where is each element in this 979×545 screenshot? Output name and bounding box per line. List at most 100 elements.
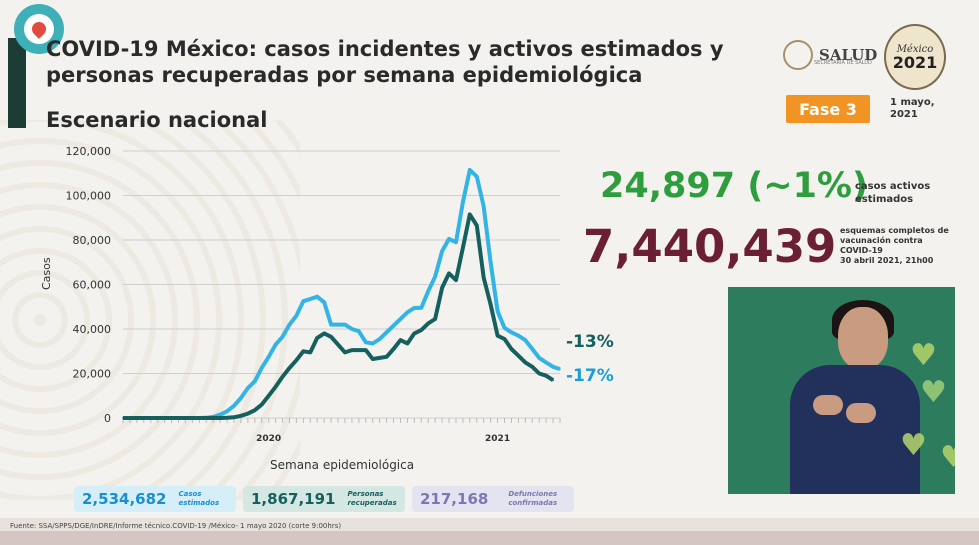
data-point — [281, 376, 284, 378]
heart-icon: ♥ — [920, 375, 947, 410]
data-point — [219, 413, 221, 416]
y-tick-label: 80,000 — [73, 234, 112, 247]
periscope-logo-icon[interactable] — [14, 4, 64, 54]
data-point — [337, 323, 339, 326]
stat-card-defunciones: 217,168 Defunciones confirmadas — [412, 486, 574, 512]
y-tick-label: 0 — [104, 412, 111, 425]
data-point — [524, 339, 527, 341]
data-point — [496, 334, 499, 337]
footer-bar — [0, 518, 979, 545]
data-point — [247, 387, 249, 389]
data-point — [295, 359, 298, 361]
data-point — [309, 351, 312, 354]
x-year-label: 2020 — [256, 434, 281, 444]
data-point — [247, 412, 249, 415]
x-axis-label: Semana epidemiológica — [270, 458, 415, 472]
background-watermark — [0, 120, 300, 500]
data-point — [545, 374, 547, 377]
data-point — [316, 337, 319, 339]
interpreter-head — [838, 307, 888, 369]
data-point — [302, 350, 305, 353]
data-point — [385, 331, 388, 334]
data-point — [531, 348, 534, 350]
data-point — [371, 342, 374, 345]
data-point — [448, 272, 450, 275]
data-point — [288, 323, 291, 326]
mexico-2021-logo-year: 2021 — [892, 52, 938, 72]
data-point — [129, 417, 131, 419]
data-point — [344, 323, 346, 326]
data-point — [413, 307, 416, 309]
data-point — [455, 279, 457, 281]
y-tick-label: 60,000 — [73, 279, 112, 292]
data-point — [545, 361, 547, 364]
data-point — [358, 349, 360, 351]
data-point — [281, 335, 284, 338]
data-point — [434, 318, 436, 320]
data-point — [267, 394, 270, 397]
data-point — [552, 379, 554, 381]
data-point — [351, 349, 353, 351]
data-point — [177, 417, 180, 419]
data-point — [330, 335, 332, 338]
data-point — [260, 367, 263, 369]
data-point — [434, 275, 436, 278]
data-point — [392, 348, 395, 350]
heart-icon: ♥ — [900, 428, 927, 463]
mexico-2021-logo: México 2021 — [884, 24, 946, 90]
data-point — [482, 277, 485, 279]
data-point — [399, 339, 402, 341]
data-point — [337, 343, 339, 346]
data-point — [260, 403, 263, 406]
data-point — [503, 327, 506, 329]
data-point — [420, 329, 423, 331]
data-point — [420, 307, 423, 309]
data-point — [406, 342, 409, 345]
sign-language-video: ♥ ♥ ♥ ♥ — [728, 287, 955, 494]
data-point — [226, 416, 228, 419]
data-point — [219, 417, 221, 419]
data-point — [496, 310, 499, 312]
data-point — [274, 343, 277, 346]
data-point — [163, 417, 166, 419]
data-point — [191, 417, 194, 419]
data-point — [323, 332, 325, 335]
stat-card-recuperadas: 1,867,191 Personas recuperadas — [243, 486, 405, 512]
data-point — [475, 175, 478, 178]
data-point — [413, 332, 416, 335]
vaccination-label: esquemas completos de vacunación contra … — [840, 226, 950, 266]
footer-source: Fuente: SSA/SPPS/DGE/InDRE/Informe técni… — [10, 522, 342, 530]
data-point — [462, 201, 464, 203]
data-point — [517, 334, 520, 337]
data-point — [253, 380, 256, 383]
y-axis-label: Casos — [40, 257, 53, 290]
data-point — [122, 417, 124, 419]
data-point — [295, 314, 298, 317]
salud-logo: SALUD — [783, 40, 877, 70]
data-point — [274, 386, 277, 388]
data-point — [233, 404, 235, 407]
x-year-label: 2021 — [485, 434, 510, 444]
stat-defunciones-label: Defunciones confirmadas — [508, 490, 558, 507]
data-point — [378, 357, 381, 359]
stat-recuperadas-label: Personas recuperadas — [347, 490, 397, 507]
seal-icon — [783, 40, 813, 70]
data-point — [427, 290, 430, 292]
interpreter-body — [790, 365, 920, 494]
data-point — [441, 287, 443, 289]
page-title: COVID-19 México: casos incidentes y acti… — [46, 37, 724, 87]
data-point — [226, 410, 228, 413]
data-point — [524, 361, 527, 364]
data-point — [371, 358, 374, 360]
data-point — [309, 298, 312, 300]
data-point — [351, 328, 353, 330]
data-point — [510, 331, 513, 334]
data-point — [441, 250, 443, 252]
vaccination-value: 7,440,439 — [583, 220, 837, 273]
bottom-strip — [0, 531, 979, 545]
stat-defunciones-value: 217,168 — [420, 490, 489, 508]
data-point — [143, 417, 145, 419]
y-tick-label: 100,000 — [66, 190, 112, 203]
interpreter-hand-left — [813, 395, 843, 415]
stat-recuperadas-value: 1,867,191 — [251, 490, 336, 508]
